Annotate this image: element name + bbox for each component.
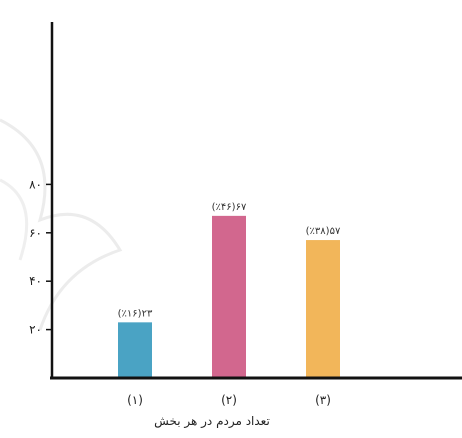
bars xyxy=(118,215,340,378)
category-label: (۱) xyxy=(127,393,143,407)
bar xyxy=(118,322,152,378)
category-labels: (۱) (۲) (۳) xyxy=(127,393,331,407)
data-labels: (٪۱۶)۲۳ (٪۴۶)۶۷ (٪۳۸)۵۷ xyxy=(118,202,341,319)
bar xyxy=(212,215,246,378)
bar-value-label: (٪۱۶)۲۳ xyxy=(118,308,153,319)
y-tick-label: ۲۰ xyxy=(29,323,42,337)
x-axis-title: تعداد مردم در هر بخش xyxy=(154,414,270,429)
y-axis-ticks: ۲۰ ۴۰ ۶۰ ۸۰ xyxy=(29,177,52,337)
watermark-ornament xyxy=(0,118,123,331)
category-label: (۲) xyxy=(221,393,237,407)
bar-value-label: (٪۴۶)۶۷ xyxy=(212,202,247,213)
bar xyxy=(306,240,340,378)
y-tick-label: ۶۰ xyxy=(29,226,42,240)
y-tick-label: ۴۰ xyxy=(29,274,42,288)
category-label: (۳) xyxy=(315,393,331,407)
bar-value-label: (٪۳۸)۵۷ xyxy=(306,226,341,237)
y-tick-label: ۸۰ xyxy=(29,177,42,191)
